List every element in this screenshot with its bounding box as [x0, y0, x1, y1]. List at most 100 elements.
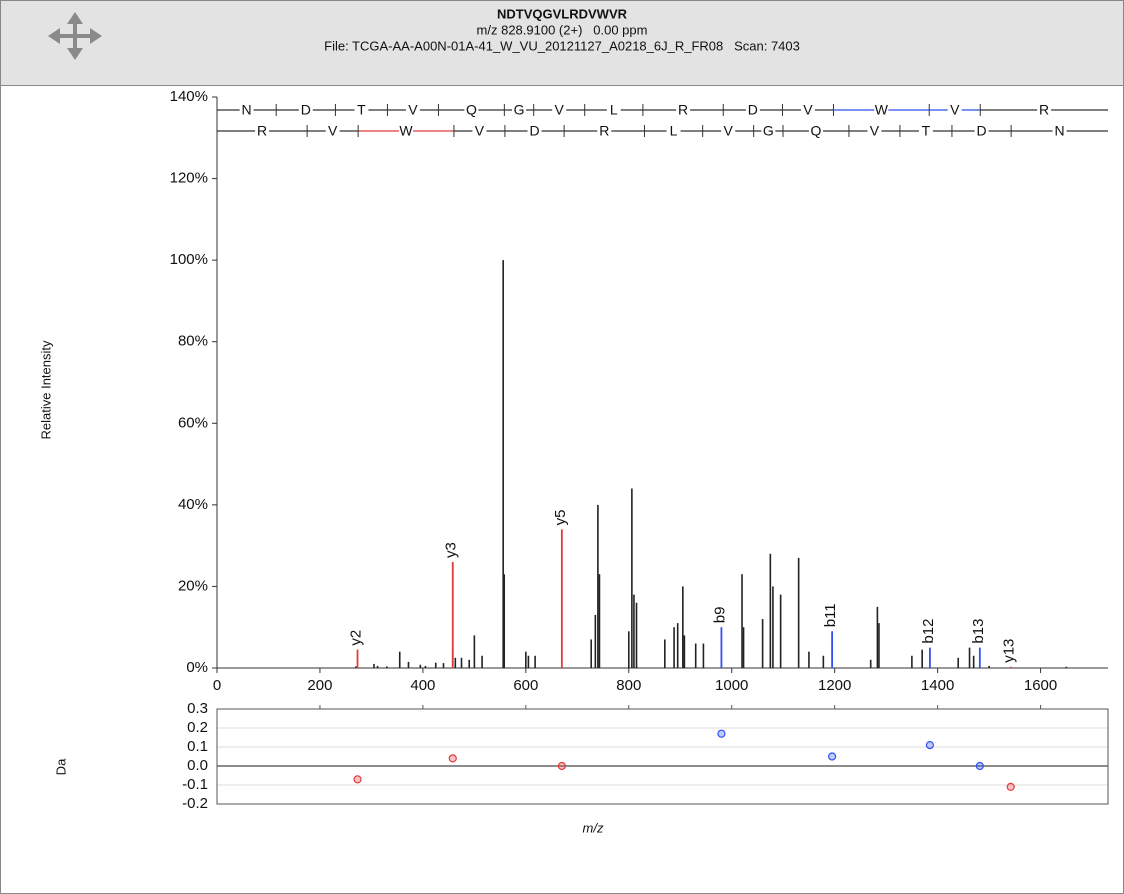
- ladder-residue: V: [950, 102, 960, 118]
- ladder-residue: G: [514, 102, 525, 118]
- ladder-letter-bg: [354, 102, 369, 118]
- ion-label: b11: [822, 603, 839, 627]
- ladder-residue: R: [1039, 102, 1049, 118]
- ladder-residue: V: [408, 102, 418, 118]
- header-band: [0, 0, 1124, 86]
- error-point: [448, 754, 457, 763]
- error-point: [717, 729, 726, 738]
- ladder-residue: L: [610, 102, 618, 118]
- ladder-letter-bg: [239, 102, 254, 118]
- error-point: [925, 740, 935, 750]
- y-tick-label: 20%: [178, 577, 208, 594]
- ladder-letter-bg: [512, 102, 527, 118]
- error-point: [353, 775, 362, 784]
- ladder-letter-bg: [761, 123, 776, 139]
- y-axis-label: Da: [53, 758, 68, 775]
- ladder-letter-bg: [1052, 123, 1067, 139]
- ladder-residue: D: [529, 123, 539, 139]
- precursor-info: m/z 828.9100 (2+) 0.00 ppm: [477, 22, 648, 37]
- ladder-letter-bg: [800, 102, 815, 118]
- y-tick-label: 0.3: [187, 700, 208, 717]
- ladder-residue: N: [1055, 123, 1065, 139]
- ladder-residue: L: [670, 123, 678, 139]
- y-tick-label: 40%: [178, 496, 208, 513]
- ladder-letter-bg: [918, 123, 933, 139]
- plot-frame: [216, 708, 1109, 805]
- y-axis-label: Relative Intensity: [38, 340, 53, 439]
- ladder-letter-bg: [947, 102, 962, 118]
- ladder-residue: T: [922, 123, 931, 139]
- x-axis-label: m/z: [583, 820, 604, 835]
- ladder-residue: V: [803, 102, 813, 118]
- y-tick-label: 140%: [170, 88, 208, 105]
- ladder-residue: V: [328, 123, 338, 139]
- y-tick-label: 0.2: [187, 719, 208, 736]
- x-tick-label: 800: [616, 677, 641, 694]
- ion-label: y3: [443, 542, 460, 558]
- error-point: [975, 761, 984, 771]
- ladder-residue: Q: [811, 123, 822, 139]
- ladder-letter-bg: [974, 123, 989, 139]
- ladder-residue: W: [399, 123, 413, 139]
- ladder-letter-bg: [399, 123, 414, 139]
- x-tick-label: 1400: [921, 677, 954, 694]
- ladder-residue: V: [724, 123, 734, 139]
- x-tick-label: 1000: [715, 677, 748, 694]
- ladder-residue: G: [763, 123, 774, 139]
- y-tick-label: 0.1: [187, 738, 208, 755]
- ladder-letter-bg: [464, 102, 479, 118]
- ladder-residue: V: [870, 123, 880, 139]
- ladder-letter-bg: [874, 102, 889, 118]
- ion-label: y13: [1001, 639, 1018, 663]
- ladder-residue: D: [748, 102, 758, 118]
- ladder-residue: R: [678, 102, 688, 118]
- y-tick-label: 120%: [170, 170, 208, 187]
- ladder-residue: Q: [466, 102, 477, 118]
- ladder-letter-bg: [745, 102, 760, 118]
- ladder-residue: V: [475, 123, 485, 139]
- ladder-letter-bg: [298, 102, 313, 118]
- x-tick-label: 0: [213, 677, 221, 694]
- error-point: [828, 752, 837, 761]
- ladder-letter-bg: [325, 123, 340, 139]
- ion-label: b9: [711, 607, 728, 624]
- ladder-residue: D: [301, 102, 311, 118]
- y-tick-label: 0.0: [187, 757, 208, 774]
- ion-label: b12: [920, 619, 937, 644]
- ladder-residue: D: [976, 123, 986, 139]
- x-tick-label: 1200: [818, 677, 851, 694]
- error-point: [557, 761, 566, 771]
- y-tick-label: 60%: [178, 414, 208, 431]
- error-point: [1006, 782, 1015, 792]
- ladder-residue: R: [257, 123, 267, 139]
- ladder-residue: V: [555, 102, 565, 118]
- move-icon[interactable]: [48, 12, 102, 60]
- ladder-letter-bg: [255, 123, 270, 139]
- file-info: File: TCGA-AA-A00N-01A-41_W_VU_20121127_…: [324, 38, 800, 53]
- y-tick-label: 80%: [178, 333, 208, 350]
- ion-label: y2: [347, 630, 364, 646]
- ladder-letter-bg: [808, 123, 823, 139]
- x-tick-label: 200: [307, 677, 332, 694]
- ion-label: y5: [552, 509, 569, 525]
- y-tick-label: -0.1: [182, 776, 208, 793]
- y-tick-label: -0.2: [182, 795, 208, 812]
- x-tick-label: 1600: [1024, 677, 1057, 694]
- ladder-letter-bg: [1037, 102, 1052, 118]
- ion-label: b13: [970, 619, 987, 644]
- y-tick-label: 100%: [170, 251, 208, 268]
- ladder-letter-bg: [597, 123, 612, 139]
- x-tick-label: 400: [410, 677, 435, 694]
- ladder-residue: T: [357, 102, 366, 118]
- ladder-letter-bg: [666, 123, 681, 139]
- ladder-letter-bg: [472, 123, 487, 139]
- ladder-residue: R: [599, 123, 609, 139]
- ladder-letter-bg: [405, 102, 420, 118]
- x-tick-label: 600: [513, 677, 538, 694]
- ladder-letter-bg: [676, 102, 691, 118]
- peptide-title: NDTVQGVLRDVWVR: [497, 6, 628, 21]
- ladder-letter-bg: [527, 123, 542, 139]
- ladder-letter-bg: [606, 102, 621, 118]
